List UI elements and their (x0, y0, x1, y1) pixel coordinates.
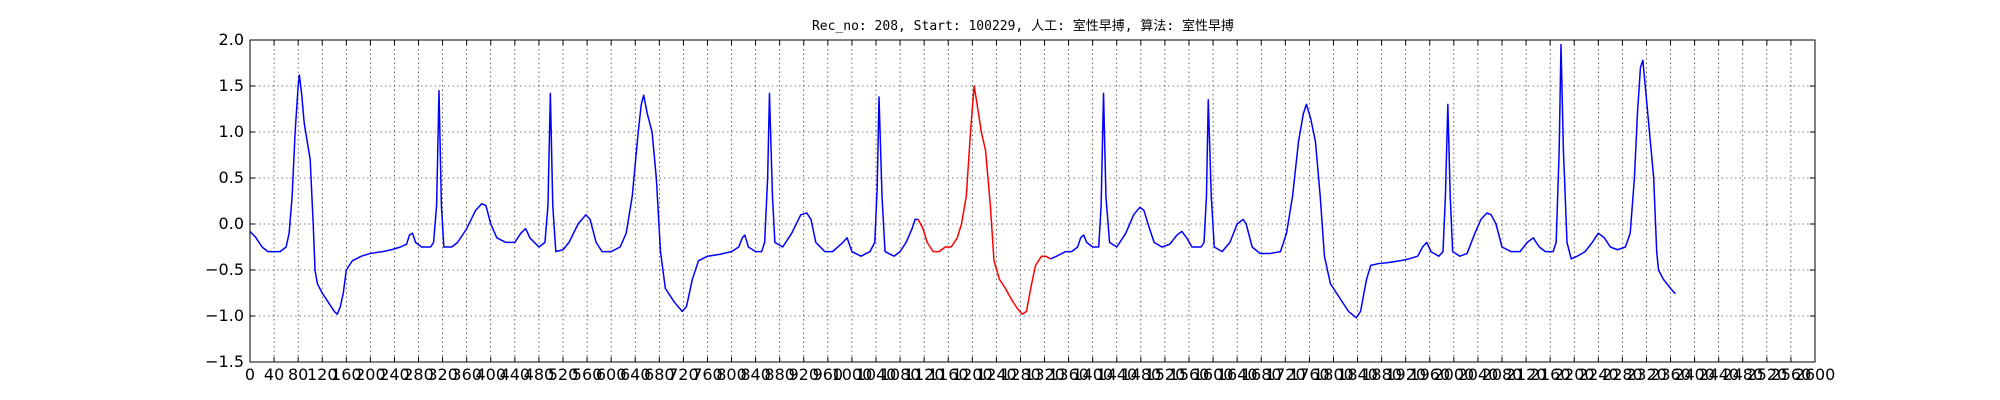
x-tick-label: 2520 (1746, 365, 1787, 384)
x-tick-label: 760 (692, 365, 723, 384)
x-tick-label: 520 (548, 365, 579, 384)
x-tick-label: 440 (500, 365, 531, 384)
x-tick-label: 600 (596, 365, 627, 384)
x-tick-label: 1680 (1241, 365, 1282, 384)
y-tick-label: 1.0 (219, 122, 244, 141)
x-tick-label: 1080 (880, 365, 921, 384)
x-tick-label: 720 (668, 365, 699, 384)
x-tick-label: 1400 (1072, 365, 1113, 384)
x-tick-label: 640 (620, 365, 651, 384)
x-tick-label: 280 (403, 365, 434, 384)
x-tick-label: 1480 (1120, 365, 1161, 384)
x-tick-label: 960 (813, 365, 844, 384)
x-tick-label: 480 (524, 365, 555, 384)
x-tick-label: 1720 (1265, 365, 1306, 384)
x-tick-label: 920 (788, 365, 819, 384)
x-tick-label: 2000 (1433, 365, 1474, 384)
x-tick-label: 2200 (1554, 365, 1595, 384)
x-tick-label: 1120 (904, 365, 945, 384)
x-tick-label: 0 (245, 365, 255, 384)
x-tick-label: 1920 (1385, 365, 1426, 384)
x-tick-label: 1280 (1000, 365, 1041, 384)
x-tick-label: 2560 (1771, 365, 1812, 384)
x-tick-label: 2600 (1795, 365, 1836, 384)
x-tick-label: 560 (572, 365, 603, 384)
x-tick-label: 1600 (1193, 365, 1234, 384)
tick-marks (249, 39, 1816, 363)
x-tick-label: 2080 (1482, 365, 1523, 384)
x-tick-label: 320 (427, 365, 458, 384)
x-tick-label: 1520 (1145, 365, 1186, 384)
x-tick-label: 1240 (976, 365, 1017, 384)
x-tick-label: 880 (764, 365, 795, 384)
x-tick-label: 2120 (1506, 365, 1547, 384)
x-tick-labels: 0 40 8012016020024028032036040044048052056… (245, 365, 1835, 384)
axes-frame (249, 39, 1816, 363)
grid-lines (249, 39, 1816, 363)
x-tick-label: 2280 (1602, 365, 1643, 384)
x-tick-label: 1640 (1217, 365, 1258, 384)
x-tick-label: 240 (379, 365, 410, 384)
x-tick-label: 2360 (1650, 365, 1691, 384)
y-tick-label: 2.0 (219, 30, 244, 49)
x-tick-label: 1560 (1169, 365, 1210, 384)
x-tick-label: 1440 (1096, 365, 1137, 384)
x-tick-label: 1320 (1024, 365, 1065, 384)
x-tick-label: 200 (355, 365, 386, 384)
y-tick-label: −1.5 (205, 352, 244, 371)
x-tick-label: 1160 (928, 365, 969, 384)
ecg-trace-segment-2 (917, 85, 1051, 315)
x-tick-label: 2160 (1530, 365, 1571, 384)
x-tick-label: 1960 (1409, 365, 1450, 384)
ecg-trace-segment-3 (1050, 43, 1676, 319)
x-tick-label: 2240 (1578, 365, 1619, 384)
x-tick-label: 400 (475, 365, 506, 384)
x-tick-label: 1880 (1361, 365, 1402, 384)
y-tick-label: −1.0 (205, 306, 244, 325)
x-tick-label: 1840 (1337, 365, 1378, 384)
chart-title: Rec_no: 208, Start: 100229, 人工: 室性早搏, 算法… (812, 18, 1234, 34)
x-tick-label: 680 (644, 365, 675, 384)
ecg-trace-segment-1 (249, 74, 919, 315)
y-tick-label: −0.5 (205, 260, 244, 279)
x-tick-label: 1040 (856, 365, 897, 384)
x-tick-label: 1800 (1313, 365, 1354, 384)
x-tick-label: 2320 (1626, 365, 1667, 384)
y-tick-label: 0.0 (219, 214, 244, 233)
x-tick-label: 120 (307, 365, 338, 384)
x-tick-label: 1760 (1289, 365, 1330, 384)
x-tick-label: 840 (740, 365, 771, 384)
x-tick-label: 160 (331, 365, 362, 384)
y-tick-label: 0.5 (219, 168, 244, 187)
x-tick-label: 800 (716, 365, 747, 384)
y-tick-labels: −1.5 −1.0 −0.5 0.0 0.5 1.0 1.5 2.0 (205, 30, 244, 371)
x-tick-label: 360 (451, 365, 482, 384)
x-tick-label: 1200 (952, 365, 993, 384)
x-tick-label: 40 (264, 365, 284, 384)
x-tick-label: 1360 (1048, 365, 1089, 384)
x-tick-label: 1000 (832, 365, 873, 384)
x-tick-label: 80 (288, 365, 308, 384)
x-tick-label: 2400 (1674, 365, 1715, 384)
y-tick-label: 1.5 (219, 76, 244, 95)
x-tick-label: 2440 (1698, 365, 1739, 384)
series-layer (249, 43, 1676, 319)
x-tick-label: 2040 (1458, 365, 1499, 384)
x-tick-label: 2480 (1722, 365, 1763, 384)
